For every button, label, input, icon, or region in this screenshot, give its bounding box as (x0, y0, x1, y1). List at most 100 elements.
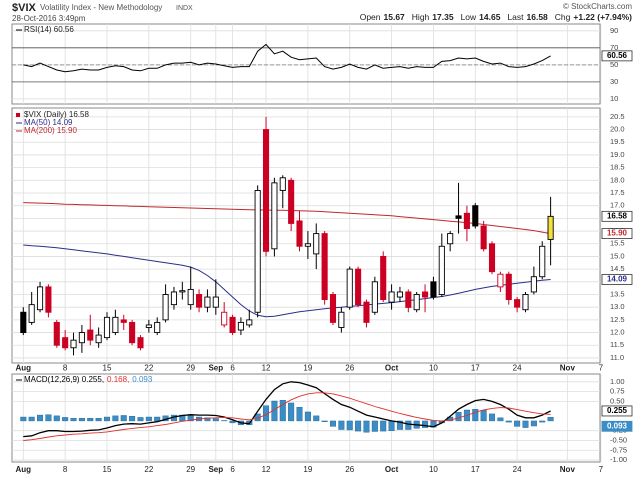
y-tick-label: 30 (610, 77, 618, 86)
candle-body (380, 255, 387, 301)
candle-body (262, 129, 270, 252)
last-value-badge-box (601, 228, 633, 239)
x-tick-label: 17 (471, 465, 480, 474)
x-tick-label: 15 (103, 364, 112, 373)
x-tick-label: Aug (16, 364, 32, 373)
x-tick-label: 6 (230, 364, 235, 373)
x-tick-label: 12 (262, 364, 271, 373)
y-tick-label: 17.0 (610, 201, 625, 210)
candle-body (237, 321, 244, 331)
rsi-line (23, 43, 551, 73)
histogram-bar (329, 420, 336, 427)
histogram-bar (380, 420, 387, 432)
y-tick-label: 17.5 (610, 188, 625, 197)
histogram-bar (313, 415, 320, 422)
histogram-bar (480, 410, 487, 422)
histogram-bar (497, 417, 504, 422)
y-tick-label: 15.5 (610, 239, 625, 248)
legend-swatch (16, 113, 20, 117)
histogram-bar (505, 420, 512, 423)
legend-label: 0.093 (132, 375, 153, 384)
y-tick-label: 50 (610, 60, 618, 69)
y-tick-label: 11.5 (610, 340, 624, 349)
candle-body (221, 311, 228, 326)
histogram-bar (396, 420, 403, 430)
histogram-bar (514, 420, 521, 427)
x-tick-label: 24 (513, 364, 522, 373)
x-tick-label: 26 (345, 465, 354, 474)
candle-body (288, 179, 295, 224)
candle-body (78, 332, 85, 344)
macd-line (23, 381, 551, 438)
candle-body (355, 268, 362, 306)
quote-value: 14.65 (479, 12, 501, 22)
x-tick-label: Oct (385, 364, 399, 373)
candle-body (472, 205, 479, 227)
candle-body (346, 268, 353, 308)
last-value-badge-box (601, 274, 633, 285)
y-tick-label: 90 (610, 26, 618, 35)
quote-line: Open 15.67 High 17.35 Low 14.65 Last 16.58 Chg +1… (360, 12, 632, 22)
candle-body (170, 291, 178, 306)
quote-value: 17.35 (432, 12, 454, 22)
y-tick-label: 13.5 (610, 289, 625, 298)
candle-body (271, 182, 278, 250)
y-tick-label: -0.50 (610, 435, 627, 444)
y-tick-label: 10 (610, 94, 618, 103)
quote-label: Open (360, 12, 381, 22)
histogram-bar (530, 420, 537, 427)
y-tick-label: 14.5 (610, 264, 625, 273)
candle-body (196, 294, 203, 308)
y-tick-label: 18.5 (610, 163, 625, 172)
candle-body (137, 337, 144, 349)
candle-body (455, 215, 462, 219)
x-tick-label: 19 (303, 364, 312, 373)
candle-body (129, 321, 136, 344)
y-tick-label: 15.0 (610, 251, 625, 260)
x-tick-label: 29 (186, 465, 195, 474)
histogram-bar (20, 416, 27, 422)
histogram-bar (95, 417, 102, 422)
y-tick-label: 12.0 (610, 328, 625, 337)
candle-body (112, 316, 119, 334)
histogram-bar (103, 416, 110, 422)
last-value-badge: 60.56 (607, 51, 628, 60)
histogram-bar (112, 415, 119, 422)
quote-value: 16.58 (527, 12, 549, 22)
candle-body (95, 334, 102, 344)
histogram-bar (539, 420, 546, 423)
candle-body (321, 233, 328, 301)
legend-label: RSI(14) 60.56 (24, 25, 74, 34)
quote-label: Chg (555, 12, 571, 22)
candle-body (313, 233, 320, 255)
candle-body (329, 294, 337, 323)
last-price-badge-box (601, 210, 633, 222)
candle-body (28, 304, 35, 323)
x-tick-label: 22 (144, 364, 153, 373)
signal-line (23, 392, 551, 441)
candle-body (388, 291, 395, 303)
histogram-bar (422, 420, 429, 428)
candle-body (179, 290, 186, 293)
candle-body (53, 321, 60, 346)
y-tick-label: 18.0 (610, 175, 625, 184)
last-price-badge: 16.58 (607, 211, 628, 220)
candle-body (103, 316, 111, 339)
histogram-bar (472, 409, 479, 422)
y-tick-label: 13.0 (610, 302, 625, 311)
x-tick-label: Sep (208, 364, 223, 373)
histogram-bar (489, 413, 496, 422)
legend: MACD(12,26,9) 0.255, 0.168, 0.093 (24, 375, 153, 384)
y-tick-label: 12.5 (610, 315, 625, 324)
candle-body (530, 276, 537, 293)
histogram-bar (371, 420, 378, 432)
candle-body (447, 233, 454, 245)
last-value-badge: 14.09 (607, 275, 628, 284)
quote-label: High (412, 12, 430, 22)
candle-body (254, 190, 261, 313)
histogram-bar (37, 414, 44, 422)
x-tick-label: 22 (144, 465, 153, 474)
x-tick-label: 8 (63, 364, 68, 373)
histogram-bar (321, 420, 328, 422)
candle-body (145, 324, 152, 328)
